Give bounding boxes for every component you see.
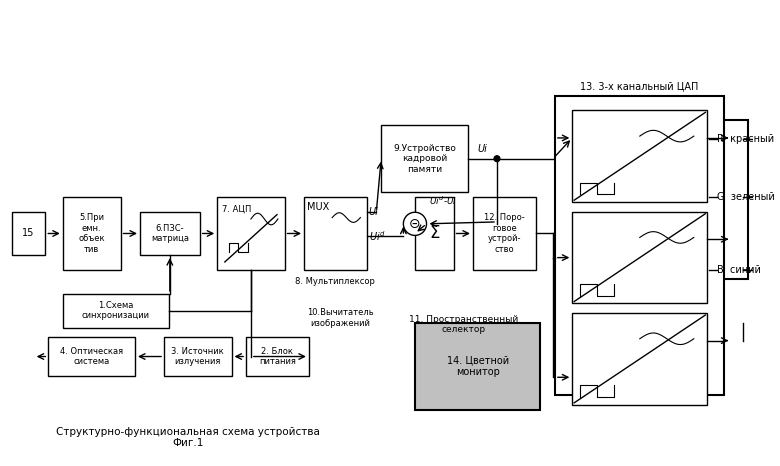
- Text: $Ui^d$-Ui: $Ui^d$-Ui: [430, 195, 458, 207]
- Text: 1.Схема
синхронизации: 1.Схема синхронизации: [82, 301, 150, 321]
- Text: R  красный: R красный: [717, 134, 774, 144]
- Bar: [304, 197, 367, 270]
- Text: Структурно-функциональная схема устройства: Структурно-функциональная схема устройст…: [56, 426, 320, 437]
- Bar: [62, 294, 169, 328]
- Text: $Ui^d$: $Ui^d$: [369, 229, 385, 243]
- Text: B  синий: B синий: [717, 265, 760, 274]
- Bar: [709, 120, 748, 279]
- Text: Фиг.1: Фиг.1: [172, 438, 204, 448]
- Text: Ui: Ui: [369, 207, 378, 217]
- Text: 6.ПЗС-
матрица: 6.ПЗС- матрица: [151, 224, 189, 243]
- Circle shape: [494, 156, 500, 162]
- Text: 9.Устройство
кадровой
памяти: 9.Устройство кадровой памяти: [393, 144, 456, 174]
- Text: 3. Источник
излучения: 3. Источник излучения: [172, 347, 224, 366]
- Bar: [381, 125, 468, 192]
- Bar: [415, 323, 541, 410]
- Text: Ui: Ui: [477, 144, 488, 154]
- Text: 5.При
емн.
объек
тив: 5.При емн. объек тив: [78, 213, 105, 254]
- Bar: [217, 197, 285, 270]
- Bar: [62, 197, 121, 270]
- Bar: [573, 313, 707, 405]
- Bar: [140, 212, 200, 255]
- Text: 12. Поро-
говое
устрой-
ство: 12. Поро- говое устрой- ство: [484, 213, 525, 254]
- Circle shape: [403, 212, 427, 235]
- Bar: [164, 337, 232, 376]
- Bar: [473, 197, 536, 270]
- Text: G  зеленый: G зеленый: [717, 192, 775, 202]
- Text: 4. Оптическая
система: 4. Оптическая система: [60, 347, 123, 366]
- Bar: [415, 197, 453, 270]
- Bar: [246, 337, 309, 376]
- Text: Σ: Σ: [429, 225, 439, 242]
- Bar: [573, 212, 707, 303]
- Bar: [48, 337, 135, 376]
- Bar: [555, 96, 724, 395]
- Text: ⊝: ⊝: [410, 217, 420, 231]
- Text: 14. Цветной
монитор: 14. Цветной монитор: [447, 356, 509, 377]
- Text: 11. Пространственный
селектор: 11. Пространственный селектор: [409, 315, 518, 335]
- Bar: [573, 110, 707, 202]
- Bar: [12, 212, 45, 255]
- Text: 13. 3-х канальный ЦАП: 13. 3-х канальный ЦАП: [580, 81, 699, 91]
- Text: MUX: MUX: [307, 202, 329, 212]
- Text: 2. Блок
питания: 2. Блок питания: [259, 347, 296, 366]
- Text: 15: 15: [23, 228, 34, 239]
- Text: 8. Мультиплексор: 8. Мультиплексор: [296, 277, 375, 287]
- Text: 10.Вычитатель
изображений: 10.Вычитатель изображений: [307, 308, 374, 328]
- Text: 7. АЦП: 7. АЦП: [222, 205, 251, 214]
